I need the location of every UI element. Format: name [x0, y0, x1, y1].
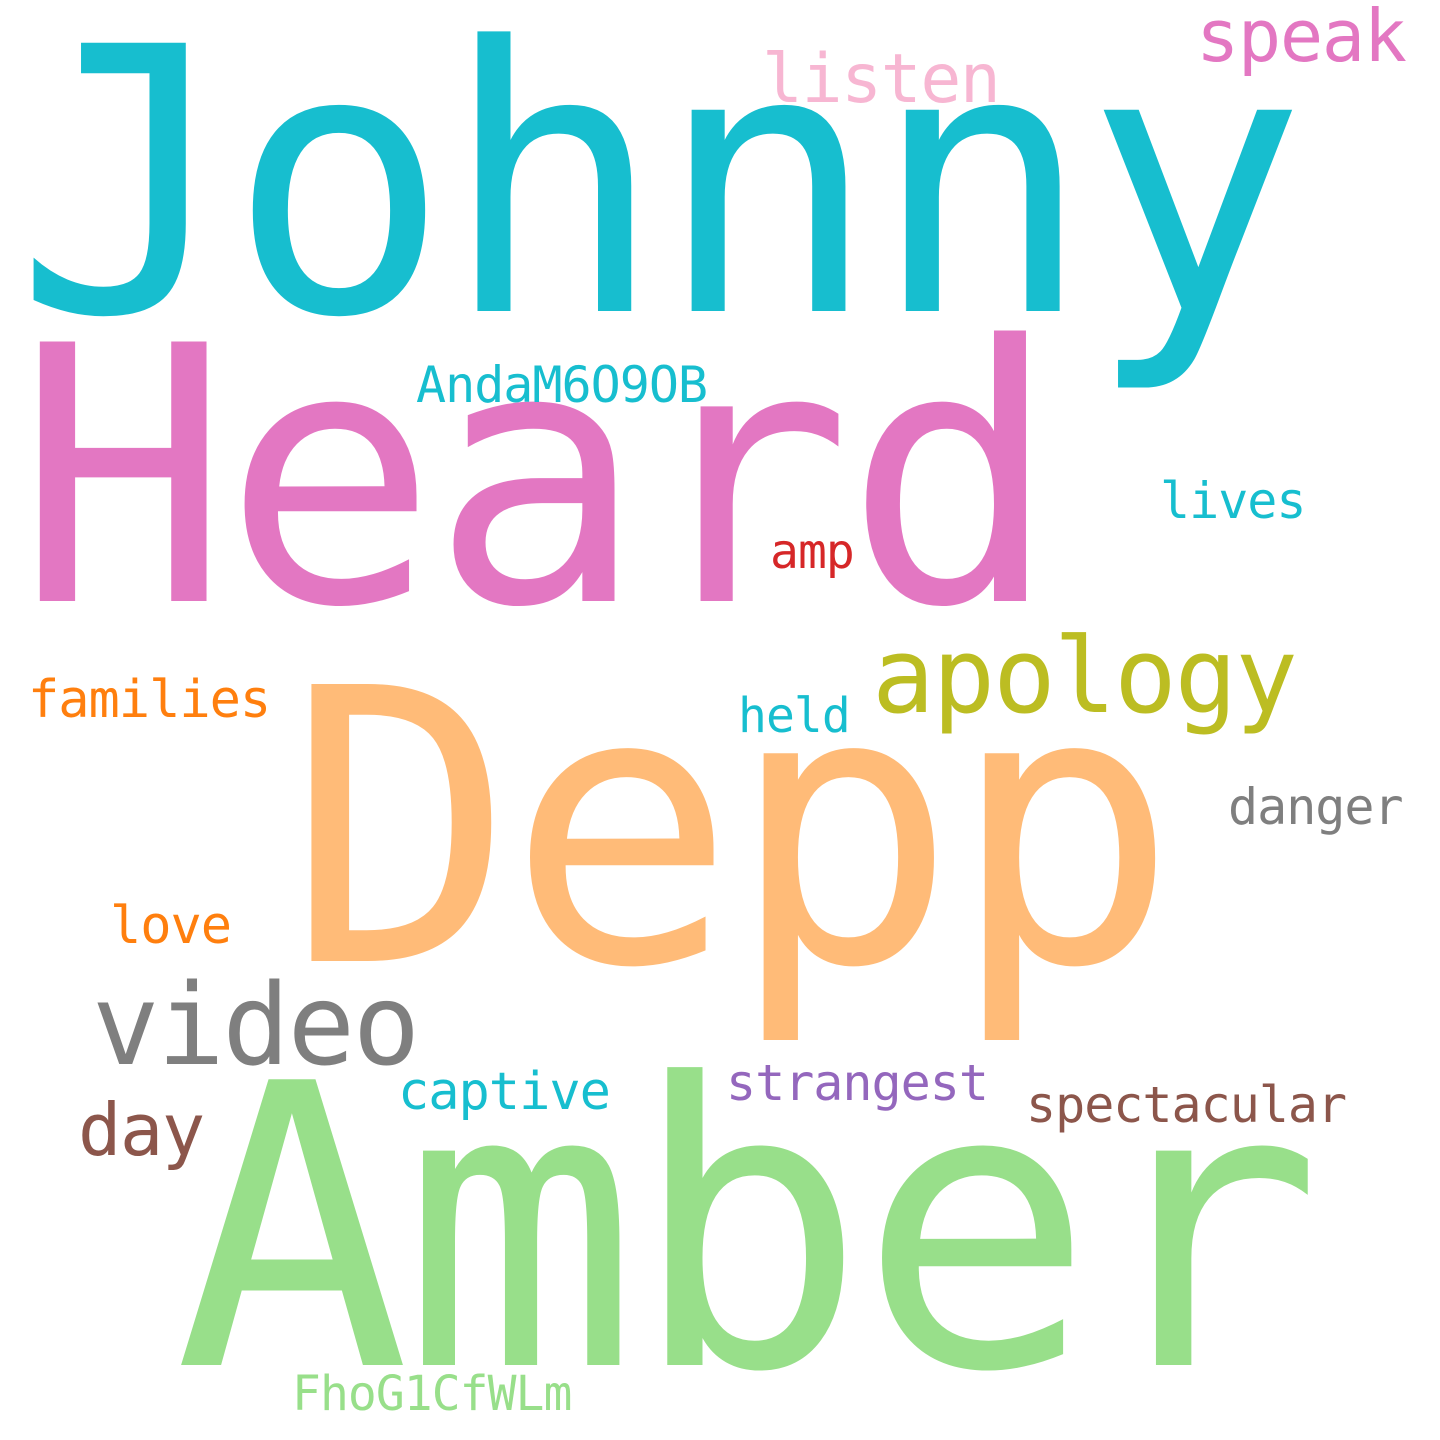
word-spectacular: spectacular	[1026, 1076, 1347, 1134]
word-apology: apology	[872, 615, 1298, 737]
word-families: families	[28, 670, 271, 730]
word-depp: Depp	[286, 608, 1178, 1051]
word-love: love	[110, 896, 232, 956]
word-video: video	[92, 961, 420, 1091]
word-amp: amp	[770, 524, 855, 580]
word-danger: danger	[1228, 778, 1404, 836]
word-lives: lives	[1160, 472, 1307, 530]
word-held: held	[738, 688, 851, 744]
word-amber: Amber	[174, 1002, 1323, 1440]
word-fhog: FhoG1CfWLm	[292, 1366, 572, 1422]
word-strangest: strangest	[726, 1054, 989, 1112]
word-johnny: Johnny	[14, 0, 1307, 398]
word-andam: AndaM6O9OB	[416, 356, 708, 414]
word-day: day	[78, 1088, 205, 1172]
word-listen: listen	[762, 40, 1001, 119]
word-heard: Heard	[16, 271, 1059, 685]
word-speak: speak	[1196, 0, 1407, 78]
word-captive: captive	[398, 1062, 611, 1122]
